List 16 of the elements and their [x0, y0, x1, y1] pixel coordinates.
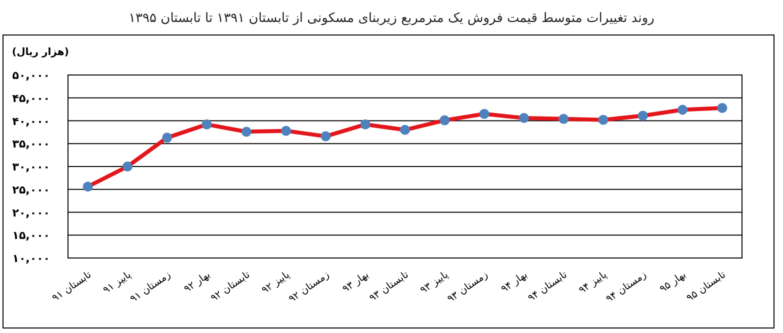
y-tick-label: ۴۰,۰۰۰ — [12, 114, 50, 128]
y-tick-label: ۱۵,۰۰۰ — [12, 229, 50, 242]
y-tick-label: ۵۰,۰۰۰ — [12, 69, 50, 82]
y-tick-label: ۳۵,۰۰۰ — [12, 138, 50, 151]
x-tick-label: تابستان ۹۱ — [50, 269, 94, 304]
y-tick-label: ۳۰,۰۰۰ — [12, 160, 50, 174]
x-tick-label: پاییز ۹۱ — [101, 269, 134, 296]
x-tick-label: پاییز ۹۲ — [260, 269, 292, 296]
y-tick-label: ۱۰,۰۰۰ — [12, 252, 50, 265]
chart-title: روند تغییرات متوسط قیمت فروش یک مترمربع زیربنای مسکونی از تابستان ۱۳۹۱ تا تابستان ۱۳۹۵ — [128, 11, 654, 26]
y-tick-label: ۴۵,۰۰۰ — [12, 92, 50, 105]
y-tick-label: ۲۵,۰۰۰ — [12, 183, 50, 196]
x-tick-label: پاییز ۹۴ — [577, 269, 610, 296]
y-tick-label: ۲۰,۰۰۰ — [12, 206, 50, 220]
x-tick-label: پاییز ۹۳ — [418, 269, 451, 296]
y-axis-title: (هزار ریال) — [12, 47, 69, 58]
